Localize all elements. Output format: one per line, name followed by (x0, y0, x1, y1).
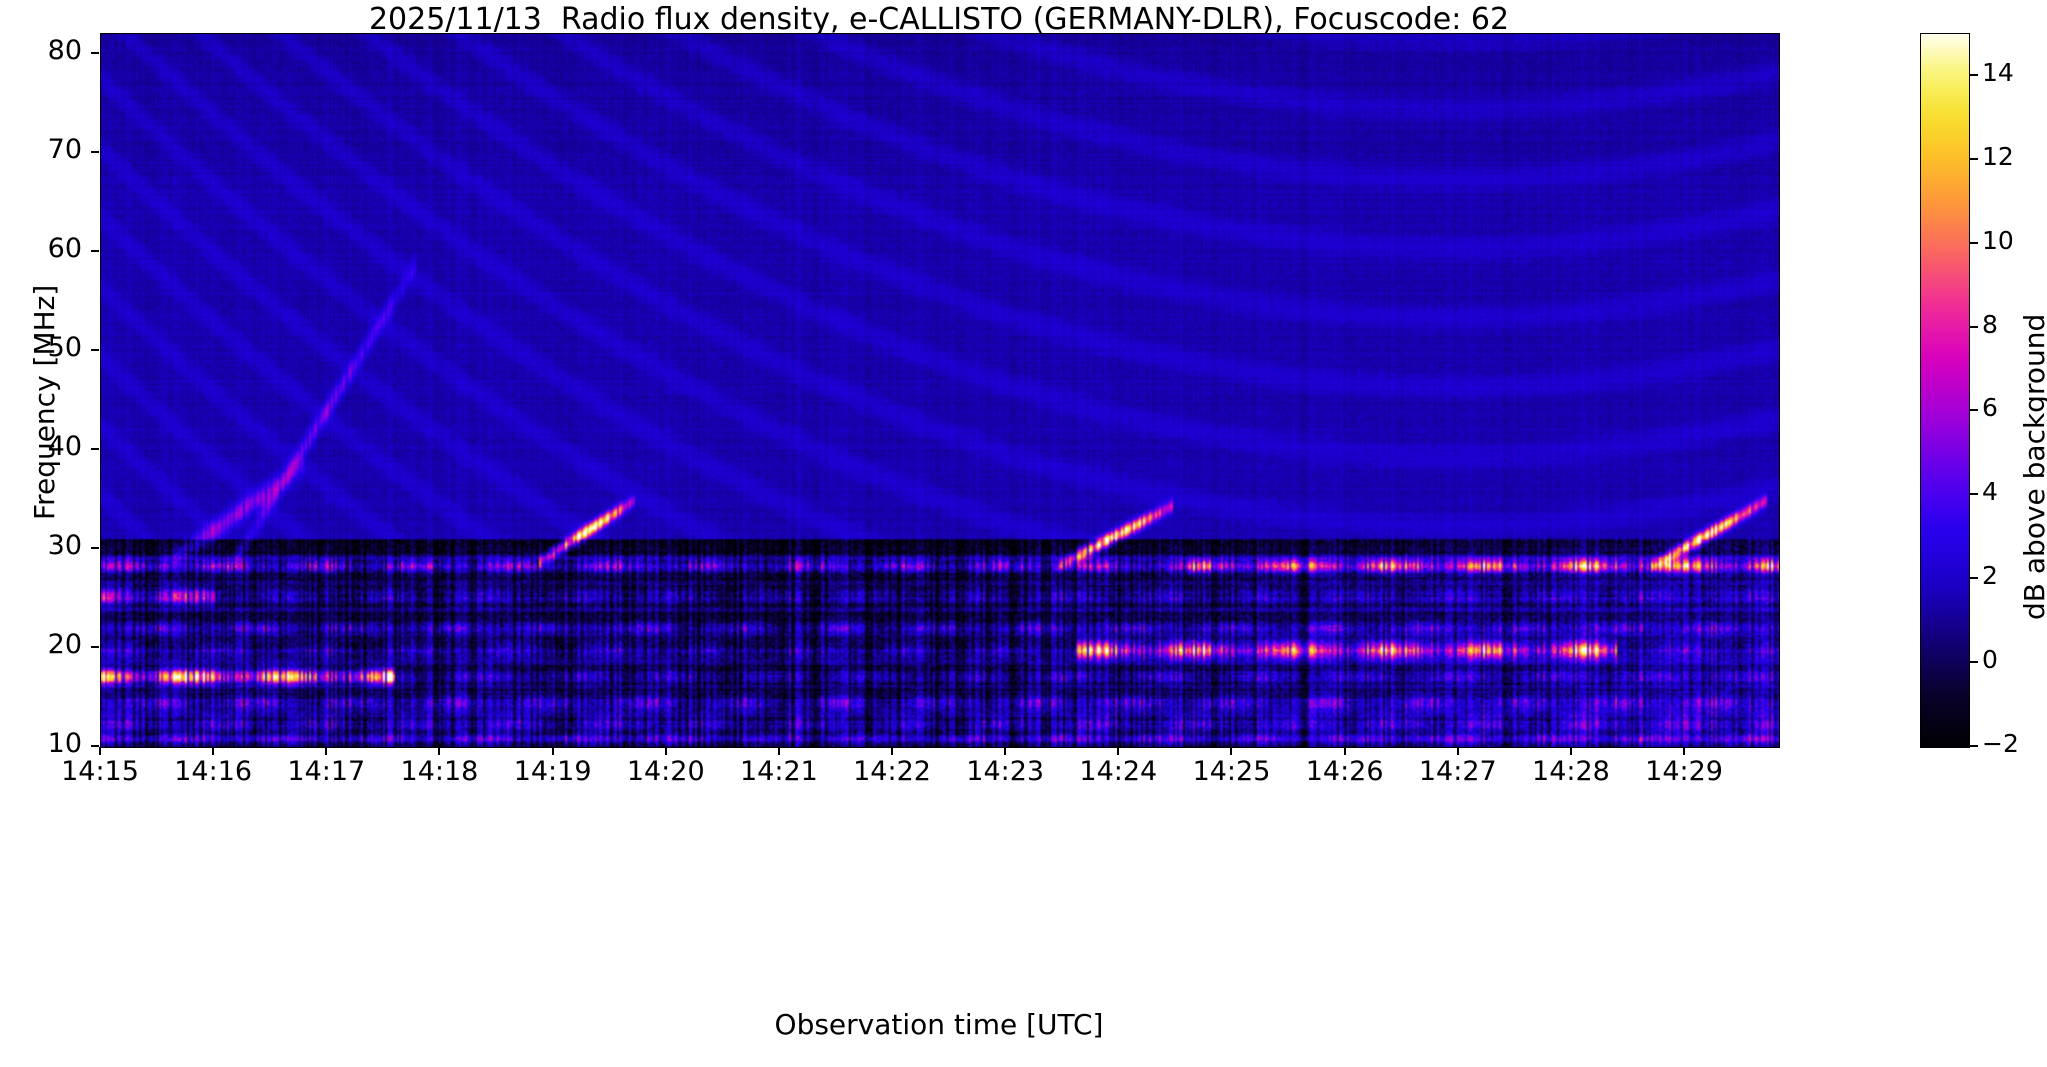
y-tick-mark (91, 348, 99, 351)
x-tick-mark (551, 747, 554, 755)
x-tick-label: 14:29 (1645, 756, 1723, 787)
colorbar-tick-mark (1970, 745, 1978, 747)
x-tick-label: 14:21 (739, 756, 818, 787)
colorbar-tick-mark (1970, 157, 1978, 160)
y-tick-mark (91, 249, 99, 252)
colorbar-tick-label: 6 (1982, 393, 1998, 423)
colorbar-tick-label: 4 (1982, 477, 1998, 507)
x-tick-mark (664, 747, 667, 755)
page-title: 2025/11/13 Radio flux density, e-CALLIST… (368, 2, 1510, 37)
x-tick-label: 14:19 (513, 756, 592, 787)
y-tick-mark (91, 645, 99, 648)
colorbar-tick-label: −2 (1982, 729, 2019, 758)
y-tick-label: 40 (47, 430, 82, 462)
x-tick-mark (1117, 747, 1120, 755)
x-tick-label: 14:25 (1192, 756, 1271, 787)
colorbar-tick-mark (1970, 73, 1978, 76)
y-tick-mark (91, 150, 99, 153)
y-tick-label: 20 (47, 628, 82, 660)
x-axis-label: Observation time [UTC] (774, 1008, 1104, 1041)
spectrogram-axes (100, 33, 1780, 748)
y-tick-label: 10 (47, 728, 82, 759)
y-tick-mark (91, 745, 99, 747)
colorbar-gradient (1921, 34, 1969, 747)
colorbar-tick-mark (1970, 325, 1978, 328)
x-tick-label: 14:22 (853, 756, 931, 787)
x-tick-mark (1004, 747, 1007, 755)
x-tick-label: 14:24 (1079, 756, 1158, 787)
colorbar-tick-label: 14 (1982, 57, 2014, 87)
x-tick-mark (1456, 747, 1459, 755)
y-tick-label: 50 (47, 331, 82, 363)
colorbar-tick-mark (1970, 493, 1978, 496)
colorbar-label: dB above background (2018, 313, 2047, 620)
x-tick-label: 14:20 (626, 756, 705, 787)
x-tick-mark (1683, 747, 1686, 755)
spectrogram-image (101, 34, 1779, 747)
x-tick-mark (1569, 747, 1572, 755)
x-tick-mark (1343, 747, 1346, 755)
x-tick-mark (891, 747, 894, 755)
y-tick-mark (91, 447, 99, 450)
x-tick-label: 14:23 (966, 756, 1045, 787)
x-tick-label: 14:27 (1418, 756, 1497, 787)
x-tick-mark (777, 747, 780, 755)
x-tick-mark (438, 747, 441, 755)
colorbar-axes (1920, 33, 1970, 748)
colorbar-tick-label: 0 (1982, 645, 1998, 675)
colorbar-tick-mark (1970, 577, 1978, 580)
x-tick-label: 14:18 (400, 756, 479, 787)
colorbar-tick-mark (1970, 409, 1978, 412)
x-tick-label: 14:15 (61, 756, 139, 787)
x-tick-mark (99, 747, 101, 755)
colorbar-tick-label: 12 (1982, 141, 2014, 171)
colorbar-tick-mark (1970, 241, 1978, 244)
y-tick-mark (91, 546, 99, 549)
x-tick-mark (212, 747, 215, 755)
y-tick-mark (91, 51, 99, 54)
colorbar-tick-label: 10 (1982, 225, 2014, 255)
x-tick-mark (1230, 747, 1233, 755)
y-tick-label: 80 (47, 34, 82, 66)
y-tick-label: 70 (47, 133, 82, 165)
x-tick-mark (325, 747, 328, 755)
y-tick-label: 30 (47, 529, 82, 561)
x-tick-label: 14:17 (287, 756, 366, 787)
y-tick-label: 60 (47, 232, 82, 264)
x-tick-label: 14:16 (174, 756, 253, 787)
colorbar-tick-label: 8 (1982, 309, 1998, 339)
colorbar-tick-label: 2 (1982, 561, 1998, 591)
colorbar-tick-mark (1970, 661, 1978, 664)
x-tick-label: 14:26 (1305, 756, 1384, 787)
x-tick-label: 14:28 (1532, 756, 1610, 787)
y-axis-label: Frequency [MHz] (28, 284, 61, 520)
